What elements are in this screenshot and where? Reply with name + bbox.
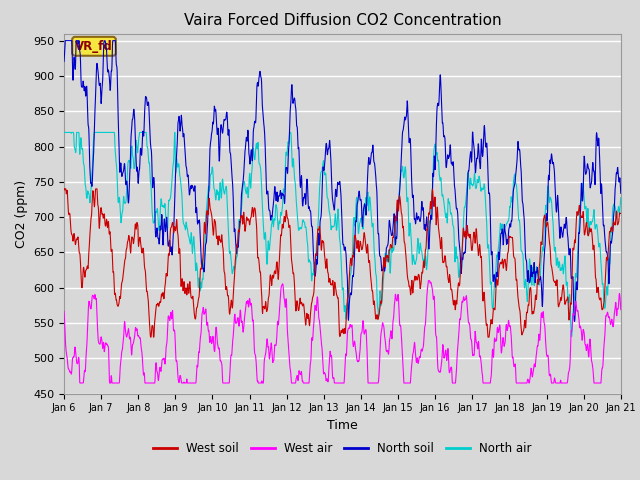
Text: VR_fd: VR_fd [75, 40, 113, 53]
Y-axis label: CO2 (ppm): CO2 (ppm) [15, 180, 28, 248]
X-axis label: Time: Time [327, 419, 358, 432]
Legend: West soil, West air, North soil, North air: West soil, West air, North soil, North a… [148, 437, 536, 460]
Title: Vaira Forced Diffusion CO2 Concentration: Vaira Forced Diffusion CO2 Concentration [184, 13, 501, 28]
